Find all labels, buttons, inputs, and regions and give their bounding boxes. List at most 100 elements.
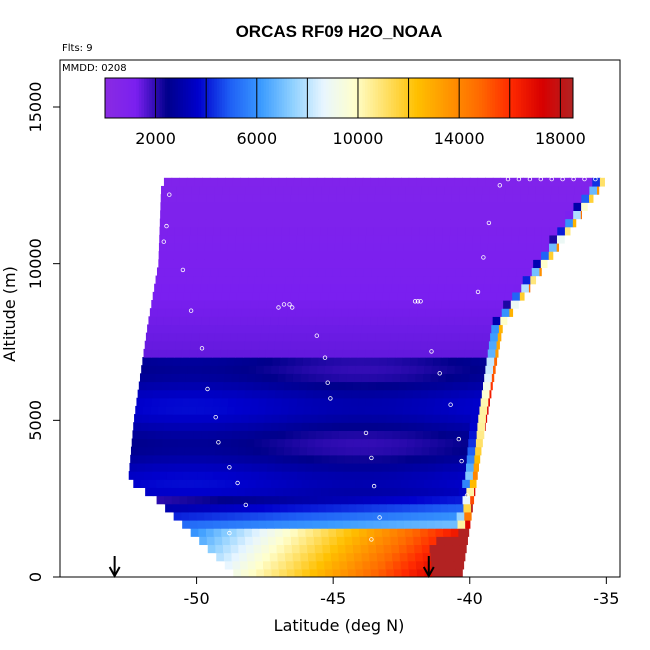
heatmap-cell [335, 471, 344, 480]
heatmap-cell [392, 275, 401, 285]
flight-track-point [167, 192, 172, 197]
heatmap-cell [338, 324, 347, 334]
heatmap-cell [174, 226, 184, 236]
heatmap-cell [294, 365, 303, 374]
heatmap-cell [227, 251, 236, 260]
heatmap-cell [230, 332, 239, 342]
heatmap-cell [265, 348, 275, 358]
heatmap-cell [331, 560, 341, 570]
heatmap-cell [405, 185, 415, 195]
heatmap-cell [557, 210, 567, 220]
heatmap-cell [493, 267, 502, 277]
heatmap-cell [355, 267, 365, 277]
heatmap-cell [193, 373, 202, 383]
heatmap-cell [377, 373, 386, 383]
heatmap-cell [396, 397, 405, 407]
heatmap-cell [267, 340, 276, 350]
heatmap-cell [453, 430, 462, 440]
heatmap-cell [188, 405, 198, 415]
heatmap-cell [398, 544, 408, 554]
heatmap-cell [370, 316, 379, 326]
heatmap-cell [319, 348, 328, 358]
heatmap-cell [458, 202, 467, 211]
heatmap-cell [326, 405, 335, 415]
heatmap-cell [202, 365, 211, 374]
heatmap-cell [328, 462, 337, 472]
heatmap-cell [421, 446, 430, 456]
heatmap-cell [213, 528, 222, 537]
heatmap-cell [310, 308, 319, 317]
flight-track-point [369, 455, 374, 461]
heatmap-cell [282, 210, 291, 220]
heatmap-cell [221, 487, 230, 497]
heatmap-cell [291, 381, 301, 391]
heatmap-cell [319, 242, 328, 252]
heatmap-cell [310, 357, 319, 366]
heatmap-cell [357, 348, 366, 358]
heatmap-cell [157, 414, 166, 423]
heatmap-cell [253, 381, 262, 391]
heatmap-cell [388, 397, 398, 407]
heatmap-cell [386, 414, 395, 423]
heatmap-cell [187, 267, 196, 277]
heatmap-cell [383, 544, 392, 554]
heatmap-cell [386, 568, 395, 577]
heatmap-cell [434, 234, 443, 244]
heatmap-cell [243, 242, 252, 252]
heatmap-cell [459, 185, 468, 195]
heatmap-cell [267, 389, 276, 399]
heatmap-cell [418, 348, 428, 358]
heatmap-cell [412, 340, 421, 350]
heatmap-cell [347, 479, 356, 488]
heatmap-cell [177, 283, 186, 293]
heatmap-cell [306, 446, 316, 456]
heatmap-cell [183, 487, 192, 497]
y-axis-label: Altitude (m) [0, 266, 19, 362]
heatmap-cell [428, 291, 437, 301]
heatmap-cell [251, 462, 261, 472]
heatmap-cell [336, 210, 345, 220]
heatmap-cell [382, 487, 391, 497]
heatmap-cell [496, 226, 505, 236]
heatmap-cell [267, 291, 276, 301]
heatmap-cell [190, 226, 199, 236]
heatmap-cell [258, 397, 268, 407]
heatmap-cell [363, 503, 373, 513]
heatmap-cell [251, 471, 260, 480]
heatmap-cell [528, 185, 537, 195]
heatmap-cell [225, 177, 234, 187]
colorbar-segment [326, 78, 330, 118]
heatmap-cell [321, 389, 330, 399]
heatmap-cell [363, 568, 372, 577]
heatmap-cell [244, 389, 253, 399]
heatmap-cell [254, 324, 263, 334]
colorbar-segment [131, 78, 135, 118]
heatmap-cell [305, 528, 314, 537]
heatmap-cell [147, 438, 156, 448]
heatmap-cell [293, 177, 303, 187]
heatmap-cell [255, 316, 264, 326]
heatmap-cell [350, 226, 360, 236]
heatmap-cell [327, 348, 336, 358]
heatmap-cell [206, 291, 215, 301]
heatmap-cell [452, 544, 461, 554]
colorbar-segment [430, 78, 434, 118]
flight-track-point [227, 530, 232, 536]
heatmap-cell [469, 430, 478, 440]
heatmap-cell [181, 251, 190, 260]
heatmap-cell [328, 202, 337, 211]
heatmap-cell [589, 194, 594, 203]
heatmap-cell [531, 267, 541, 277]
heatmap-cell [565, 218, 574, 228]
heatmap-cell [372, 259, 381, 269]
heatmap-cell [174, 397, 183, 407]
heatmap-cell [233, 568, 242, 577]
heatmap-cell [342, 348, 351, 358]
heatmap-cell [230, 381, 239, 391]
heatmap-cell [486, 357, 495, 366]
heatmap-cell [342, 251, 351, 260]
heatmap-cell [156, 365, 165, 374]
heatmap-cell [211, 405, 220, 415]
colorbar-segment [344, 78, 348, 118]
heatmap-cell [324, 365, 333, 374]
